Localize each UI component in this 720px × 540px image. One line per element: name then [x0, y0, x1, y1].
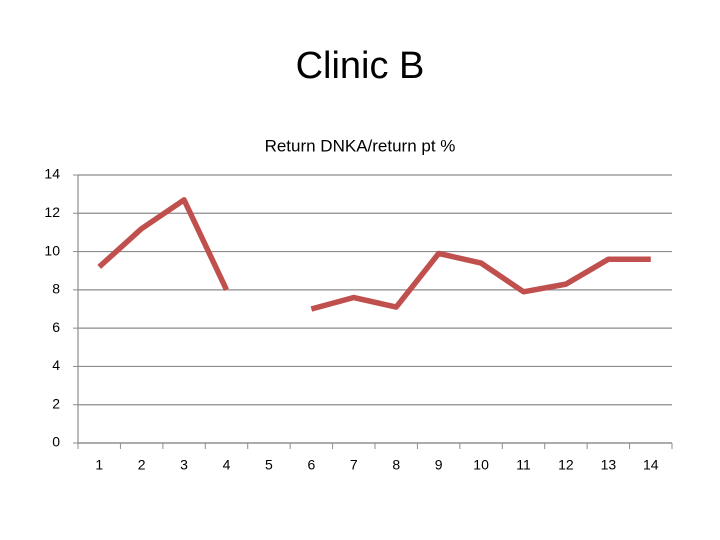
- y-tick-label: 6: [52, 319, 60, 335]
- x-tick-label: 2: [138, 457, 146, 473]
- x-tick-label: 4: [223, 457, 231, 473]
- x-tick-label: 10: [473, 457, 489, 473]
- data-line: [97, 197, 651, 312]
- y-tick-label: 10: [44, 242, 60, 258]
- slide-title: Clinic B: [296, 45, 425, 87]
- x-tick-label: 11: [516, 457, 531, 473]
- x-tick-label: 7: [350, 457, 358, 473]
- chart-title: Return DNKA/return pt %: [265, 136, 456, 155]
- x-tick-label: 1: [95, 457, 103, 473]
- x-tick-label: 12: [558, 457, 574, 473]
- y-tick-label: 14: [44, 166, 60, 182]
- y-tick-label: 0: [52, 434, 60, 450]
- x-tick-label: 3: [180, 457, 188, 473]
- x-tick-label: 9: [435, 457, 443, 473]
- x-tick-label: 5: [265, 457, 273, 473]
- x-tick-label: 8: [392, 457, 400, 473]
- x-tick-label: 13: [601, 457, 617, 473]
- x-tick-label: 6: [307, 457, 315, 473]
- y-tick-label: 8: [52, 281, 60, 297]
- y-tick-label: 12: [44, 204, 60, 220]
- x-tick-label: 14: [643, 457, 659, 473]
- y-tick-label: 2: [52, 395, 60, 411]
- y-tick-label: 4: [52, 357, 60, 373]
